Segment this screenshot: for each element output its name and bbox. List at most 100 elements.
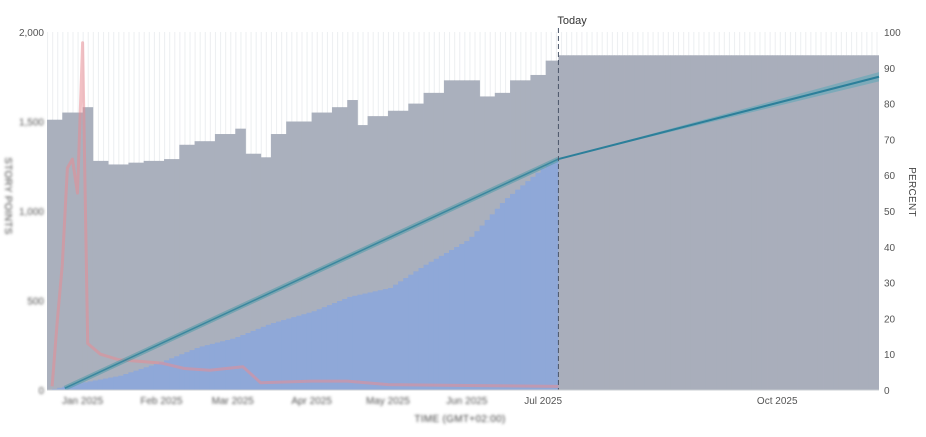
scope-bar	[357, 125, 363, 390]
completed-bar	[530, 176, 536, 390]
completed-bar	[87, 381, 94, 390]
completed-bar	[220, 341, 226, 390]
completed-bar	[494, 208, 501, 390]
scope-bar	[255, 153, 262, 390]
forecast-scope-bar	[711, 55, 717, 390]
forecast-scope-bar	[558, 55, 564, 390]
left-y-tick-label: 500	[27, 297, 44, 308]
right-y-tick-label: 30	[884, 279, 896, 290]
x-axis-title: TIME (GMT+02:00)	[414, 414, 505, 425]
scope-bar	[362, 125, 368, 390]
forecast-scope-bar	[828, 55, 834, 390]
forecast-scope-bar	[568, 55, 575, 390]
scope-bar	[77, 112, 84, 390]
completed-bar	[265, 324, 272, 390]
scope-bar	[225, 134, 231, 390]
left-y-axis-ticks: 0 500 1,000 1,500 2,000	[19, 28, 44, 397]
scope-bar	[138, 162, 145, 390]
completed-bar	[382, 289, 389, 390]
forecast-scope-bar	[873, 55, 879, 390]
forecast-scope-bar	[767, 55, 773, 390]
scope-bar	[321, 112, 328, 390]
completed-bar	[225, 340, 231, 390]
completed-bar	[184, 352, 190, 390]
completed-bar	[97, 379, 104, 390]
completed-bar	[403, 277, 409, 390]
completed-bar	[362, 293, 368, 390]
completed-bar	[148, 365, 155, 390]
forecast-scope-bar	[843, 55, 849, 390]
completed-bar	[235, 337, 241, 390]
completed-bar	[550, 162, 557, 390]
completed-bar	[255, 328, 262, 390]
completed-area	[52, 160, 559, 390]
completed-bar	[275, 321, 282, 390]
completed-bar	[321, 307, 328, 390]
scope-bar	[102, 160, 109, 390]
scope-bar	[372, 116, 379, 390]
completed-bar	[108, 377, 114, 390]
completed-bar	[393, 284, 399, 390]
scope-bar	[331, 107, 338, 390]
completed-bar	[337, 301, 343, 390]
forecast-scope-bar	[594, 55, 600, 390]
completed-bar	[464, 241, 470, 390]
scope-bar	[418, 103, 424, 390]
completed-bar	[72, 384, 78, 390]
completed-bar	[423, 264, 430, 390]
forecast-scope-bar	[563, 55, 569, 390]
scope-bar	[230, 134, 236, 390]
forecast-scope-bar	[838, 55, 844, 390]
trend-line	[64, 158, 559, 389]
scope-bar	[286, 121, 292, 390]
completed-bar	[158, 362, 165, 390]
completed-bar	[311, 311, 318, 390]
trend-series	[63, 156, 560, 391]
forecast-scope-bar	[751, 55, 758, 390]
scope-bar	[393, 110, 399, 390]
forecast-scope-bar	[639, 55, 646, 390]
completed-bar	[113, 376, 119, 390]
scope-bar	[469, 80, 475, 390]
completed-bar	[367, 292, 374, 390]
completed-bar	[199, 346, 206, 390]
forecast-scope-bar	[670, 55, 676, 390]
forecast-scope-bar	[705, 55, 712, 390]
completed-bar	[459, 244, 465, 390]
right-y-tick-label: 90	[884, 64, 896, 75]
scope-bar	[148, 160, 155, 390]
completed-bar	[92, 380, 99, 390]
scope-bar	[97, 160, 104, 390]
scope-bar	[164, 159, 170, 390]
completed-bar	[209, 343, 216, 390]
scope-bar	[281, 134, 287, 390]
scope-bar	[169, 159, 175, 390]
left-y-tick-label: 1,500	[19, 118, 44, 129]
completed-bar	[57, 387, 63, 390]
forecast-scope-bar	[685, 55, 692, 390]
forecast-line	[558, 75, 880, 161]
scope-bar	[337, 107, 343, 390]
forecast-scope-bar	[604, 55, 610, 390]
forecast-scope-area	[558, 55, 879, 390]
completed-bar	[454, 247, 460, 390]
scope-bar	[433, 92, 440, 390]
forecast-scope-bar	[761, 55, 768, 390]
completed-bar	[296, 315, 302, 390]
left-y-tick-label: 1,000	[19, 207, 44, 218]
forecast-scope-bar	[721, 55, 727, 390]
completed-bar	[479, 225, 486, 390]
completed-bar	[133, 370, 139, 390]
scope-bar	[311, 112, 318, 390]
scope-bar	[306, 121, 313, 390]
x-tick-label: Jan 2025	[62, 396, 104, 407]
completed-bar	[408, 274, 414, 390]
completed-bar	[443, 252, 450, 390]
forecast-scope-bar	[650, 55, 656, 390]
forecast-scope-bar	[573, 55, 580, 390]
forecast-scope-bar	[624, 55, 631, 390]
today-label: Today	[557, 15, 587, 27]
scope-bar	[342, 107, 348, 390]
completed-bar	[504, 198, 511, 390]
completed-bar	[515, 189, 521, 390]
